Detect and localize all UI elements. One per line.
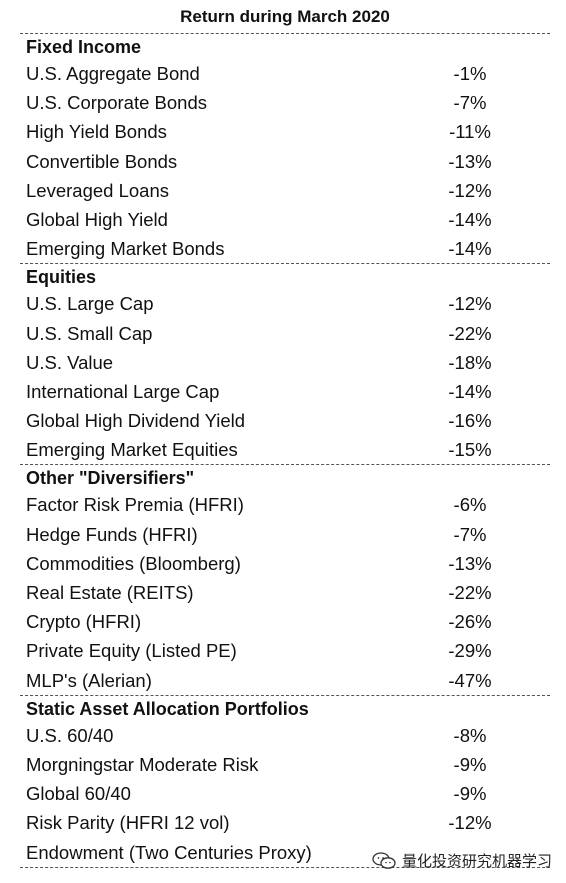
row-label: Private Equity (Listed PE): [26, 640, 237, 662]
row-label: Global High Yield: [26, 208, 168, 230]
row-value: -29%: [448, 640, 492, 662]
row-value: -7%: [453, 92, 487, 114]
row-value: -18%: [448, 351, 492, 373]
row-label: MLP's (Alerian): [26, 669, 152, 691]
row-label: High Yield Bonds: [26, 121, 167, 143]
row-value: -22%: [448, 582, 492, 603]
row-label: U.S. Small Cap: [26, 322, 153, 344]
row-label: Convertible Bonds: [26, 150, 178, 172]
row-value: -22%: [448, 322, 492, 344]
row-value: -11%: [449, 121, 491, 143]
row-label: Emerging Market Bonds: [26, 238, 225, 260]
table-row: Private Equity (Listed PE) -29%: [20, 636, 550, 665]
row-label: U.S. 60/40: [26, 724, 114, 746]
table-row: Global High Dividend Yield -16%: [20, 406, 550, 435]
section: Static Asset Allocation Portfolios U.S. 6…: [20, 696, 550, 868]
row-label: Emerging Market Equities: [26, 439, 238, 461]
sections-container: Fixed Income U.S. Aggregate Bond -1% U.S. C…: [20, 34, 550, 868]
table-row: MLP's (Alerian) -47%: [20, 666, 550, 695]
row-label: U.S. Large Cap: [26, 293, 154, 315]
row-value: -12%: [448, 812, 492, 834]
table-title: Return during March 2020: [20, 0, 550, 34]
table-row: High Yield Bonds -11%: [20, 117, 550, 146]
section-header: Fixed Income: [26, 37, 142, 57]
row-label: U.S. Value: [26, 351, 114, 373]
row-label: Risk Parity (HFRI 12 vol): [26, 812, 230, 834]
row-value: -12%: [448, 293, 492, 315]
section-header: Static Asset Allocation Portfolios: [26, 698, 309, 719]
watermark: 量化投资研究机器学习: [372, 850, 552, 871]
row-label: International Large Cap: [26, 380, 220, 402]
table-row: Leveraged Loans -12%: [20, 176, 550, 205]
table-row: U.S. Value -18%: [20, 348, 550, 377]
watermark-text: 量化投资研究机器学习: [401, 853, 552, 870]
row-value: -13%: [448, 552, 492, 574]
row-value: -9%: [453, 783, 487, 805]
row-value: -14%: [448, 380, 492, 402]
returns-table: Return during March 2020 Fixed Income U.S…: [20, 0, 550, 868]
row-value: -15%: [448, 439, 492, 461]
row-label: Leveraged Loans: [26, 179, 169, 201]
table-row: Endowment (Two Centuries Proxy): [20, 838, 550, 867]
row-value: -26%: [448, 611, 492, 633]
table-row: International Large Cap -14%: [20, 377, 550, 406]
table-row: Crypto (HFRI) -26%: [20, 607, 550, 636]
table-row: Morgningstar Moderate Risk -9%: [20, 750, 550, 779]
row-label: Hedge Funds (HFRI): [26, 523, 198, 545]
table-row: Global 60/40 -9%: [20, 779, 550, 808]
row-label: U.S. Aggregate Bond: [26, 63, 200, 84]
row-label: Crypto (HFRI): [26, 611, 142, 633]
row-value: -7%: [453, 523, 487, 545]
section-header: Other "Diversifiers": [26, 468, 195, 489]
section: Fixed Income U.S. Aggregate Bond -1% U.S. C…: [20, 34, 550, 265]
row-label: Global High Dividend Yield: [26, 410, 246, 432]
table-row: Real Estate (REITS) -22%: [20, 578, 550, 607]
table-row: U.S. Small Cap -22%: [20, 319, 550, 348]
section: Equities U.S. Large Cap -12% U.S. Small Cap…: [20, 264, 550, 466]
table-row: Commodities (Bloomberg) -13%: [20, 549, 550, 578]
row-value: -6%: [453, 494, 487, 516]
table-row: U.S. Aggregate Bond -1%: [20, 59, 550, 88]
row-label: Endowment (Two Centuries Proxy): [26, 841, 312, 863]
row-value: -1%: [453, 63, 487, 84]
table-row: Factor Risk Premia (HFRI) -6%: [20, 490, 550, 519]
row-value: -9%: [453, 753, 487, 775]
row-value: -8%: [453, 724, 487, 746]
table-row: Hedge Funds (HFRI) -7%: [20, 520, 550, 549]
section: Other "Diversifiers" Factor Risk Premia (…: [20, 465, 550, 696]
table-row: Convertible Bonds -13%: [20, 147, 550, 176]
row-value: -14%: [448, 208, 492, 230]
row-label: Morgningstar Moderate Risk: [26, 753, 259, 775]
row-value: -13%: [448, 150, 492, 172]
row-value: -14%: [448, 238, 492, 260]
table-row: Emerging Market Equities -15%: [20, 435, 550, 464]
table-row: U.S. 60/40 -8%: [20, 721, 550, 750]
row-label: Global 60/40: [26, 783, 131, 805]
wechat-icon: [372, 851, 396, 869]
row-value: -16%: [448, 410, 492, 432]
section-header: Equities: [26, 267, 97, 288]
table-row: Emerging Market Bonds -14%: [20, 234, 550, 263]
table-row: Risk Parity (HFRI 12 vol) -12%: [20, 808, 550, 837]
table-row: U.S. Corporate Bonds -7%: [20, 88, 550, 117]
row-label: U.S. Corporate Bonds: [26, 92, 207, 114]
row-value: -47%: [448, 669, 492, 691]
table-row: Global High Yield -14%: [20, 205, 550, 234]
row-label: Real Estate (REITS): [26, 582, 194, 603]
table-row: U.S. Large Cap -12%: [20, 289, 550, 318]
row-label: Factor Risk Premia (HFRI): [26, 494, 244, 516]
row-label: Commodities (Bloomberg): [26, 552, 241, 574]
row-value: -12%: [448, 179, 492, 201]
